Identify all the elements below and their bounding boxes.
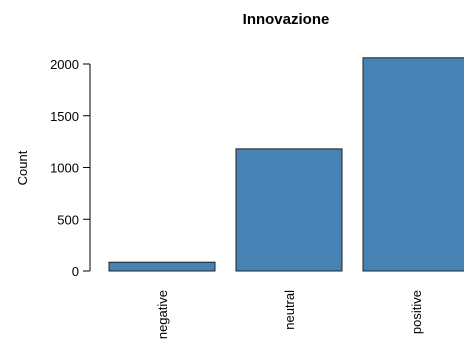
y-tick-label: 500 (57, 212, 79, 227)
bar-negative (108, 261, 216, 272)
y-tick-label: 1500 (50, 109, 79, 124)
x-tick-label-positive: positive (409, 290, 424, 334)
y-tick-label: 2000 (50, 57, 79, 72)
x-tick-label-negative: negative (155, 290, 170, 339)
y-tick-label: 0 (72, 264, 79, 279)
x-axis-labels: negative neutral positive (155, 290, 424, 339)
y-axis-label: Count (15, 150, 30, 185)
bar-neutral (235, 148, 343, 272)
y-tick-label: 1000 (50, 161, 79, 176)
chart-title: Innovazione (243, 11, 330, 28)
bar-positive (362, 57, 464, 272)
bars (108, 57, 464, 272)
y-axis: 0 500 1000 1500 2000 (50, 57, 91, 279)
x-tick-label-neutral: neutral (282, 290, 297, 330)
